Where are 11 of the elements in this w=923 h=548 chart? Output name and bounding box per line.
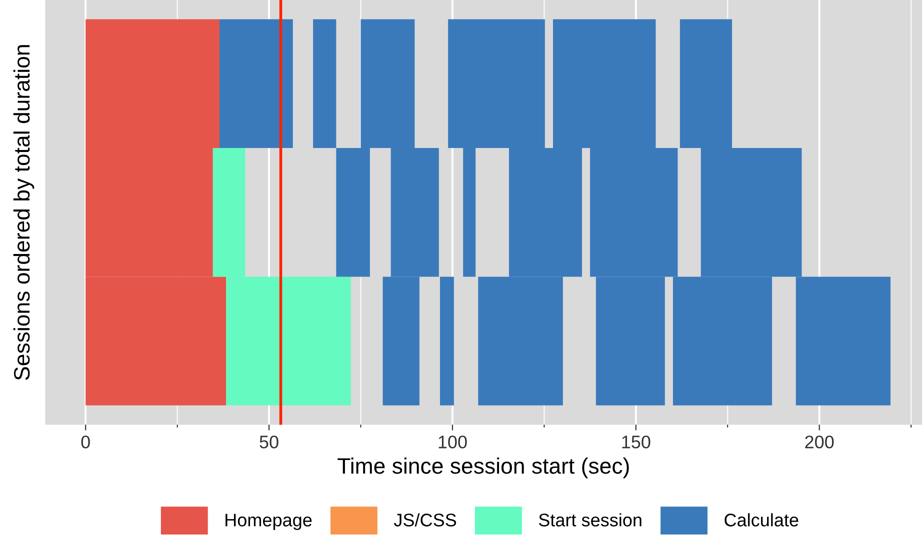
legend-label: Homepage [226,514,312,530]
y-axis-title: Sessions ordered by total duration [13,45,34,380]
legend-label: JS/CSS [394,513,456,526]
x-tick-label: 100 [438,436,467,448]
x-tick-label: 0 [81,436,90,448]
x-tick-label: 200 [805,436,834,448]
x-axis-title: Time since session start (sec) [338,458,629,478]
legend-label: Start session [538,513,642,526]
legend-label: Calculate [724,513,798,526]
x-tick-label: 50 [260,436,278,448]
x-tick-label: 150 [622,436,650,448]
